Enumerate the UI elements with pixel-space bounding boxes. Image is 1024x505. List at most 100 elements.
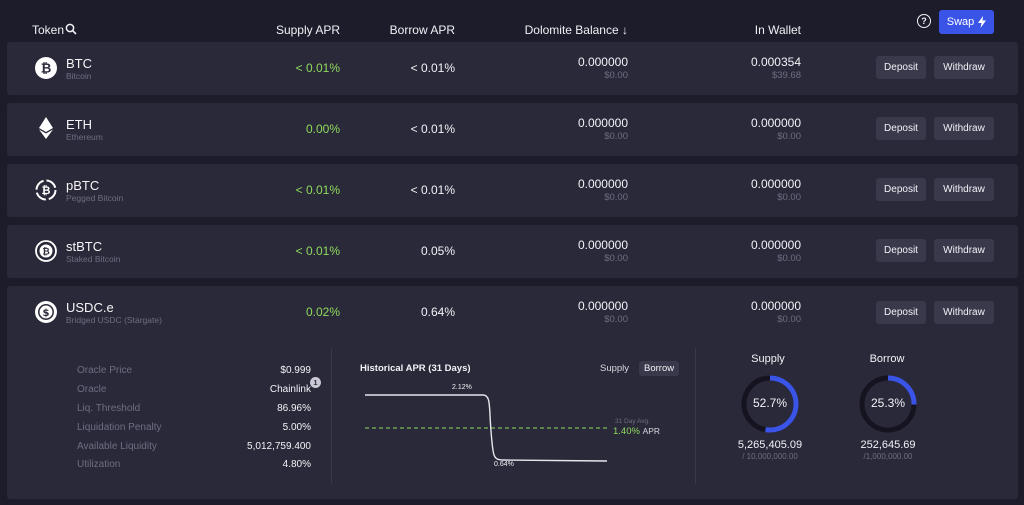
token-row-usdce-expanded[interactable]: $ USDC.e Bridged USDC (Stargate) 0.02% 0…	[7, 286, 1018, 499]
svg-text:$: $	[43, 308, 50, 319]
supply-cap: / 10,000,000.00	[742, 452, 798, 461]
token-name: Ethereum	[66, 132, 103, 142]
deposit-button[interactable]: Deposit	[876, 56, 926, 79]
dolomite-balance: 0.000000	[577, 55, 628, 69]
detail-value-utilization: 4.80%	[282, 459, 311, 470]
deposit-button[interactable]: Deposit	[876, 178, 926, 201]
dolomite-balance-usd: $0.00	[604, 70, 628, 81]
swap-label: Swap	[946, 16, 975, 28]
wallet-balance: 0.000000	[750, 116, 801, 130]
token-symbol: stBTC	[66, 239, 103, 254]
wallet-balance: 0.000354	[750, 55, 801, 69]
detail-label-oracle: Oracle	[77, 384, 107, 395]
supply-toggle[interactable]: Supply	[600, 363, 630, 374]
ethereum-icon	[39, 117, 53, 139]
average-value: 1.40% APR	[613, 426, 660, 437]
swap-button[interactable]: Swap	[939, 10, 994, 34]
dolomite-balance-header[interactable]: Dolomite Balance ↓	[524, 23, 628, 37]
borrow-apr: < 0.01%	[410, 183, 455, 197]
deposit-button[interactable]: Deposit	[876, 239, 926, 262]
dolomite-balance-usd: $0.00	[604, 192, 628, 203]
chart-title: Historical APR (31 Days)	[360, 363, 471, 374]
detail-value-available-liquidity: 5,012,759.400	[247, 441, 311, 452]
token-row-eth[interactable]: ETH Ethereum 0.00% < 0.01% 0.000000 $0.0…	[7, 103, 1018, 156]
average-apr-value: 1.40%	[613, 426, 640, 437]
dolomite-balance: 0.000000	[577, 238, 628, 252]
supply-gauge-title: Supply	[751, 353, 785, 365]
supply-apr: 0.00%	[305, 122, 340, 136]
token-name: Pegged Bitcoin	[66, 193, 124, 203]
detail-label-utilization: Utilization	[77, 459, 121, 470]
search-icon[interactable]	[65, 23, 77, 35]
oracle-info-badge[interactable]: 1	[310, 377, 321, 388]
average-apr-unit: APR	[642, 426, 661, 436]
bitcoin-icon: ₿	[35, 57, 57, 79]
dolomite-balance: 0.000000	[577, 299, 628, 313]
token-row-stbtc[interactable]: ₿ stBTC Staked Bitcoin < 0.01% 0.05% 0.0…	[7, 225, 1018, 278]
borrow-apr-header[interactable]: Borrow APR	[389, 23, 455, 37]
withdraw-button[interactable]: Withdraw	[934, 178, 994, 201]
dolomite-balance: 0.000000	[577, 177, 628, 191]
svg-text:₿: ₿	[41, 62, 52, 77]
detail-label-available-liquidity: Available Liquidity	[77, 441, 157, 452]
token-header[interactable]: Token	[32, 23, 65, 37]
high-value-label: 2.12%	[452, 384, 472, 391]
supply-amount: 5,265,405.09	[737, 439, 803, 451]
borrow-gauge-arc	[859, 375, 917, 433]
token-name: Staked Bitcoin	[66, 254, 121, 264]
supply-apr: 0.02%	[305, 305, 340, 319]
dolomite-balance: 0.000000	[577, 116, 628, 130]
divider	[695, 348, 696, 484]
staked-bitcoin-icon: ₿	[35, 240, 57, 262]
token-symbol: USDC.e	[66, 300, 114, 315]
detail-value-liq-threshold: 86.96%	[277, 403, 311, 414]
usdc-icon: $	[35, 301, 57, 323]
token-symbol: ETH	[66, 117, 92, 132]
detail-value-oracle[interactable]: Chainlink	[269, 384, 311, 395]
borrow-cap: /1,000,000.00	[863, 452, 913, 461]
detail-label-liq-threshold: Liq. Threshold	[77, 403, 141, 414]
withdraw-button[interactable]: Withdraw	[934, 56, 994, 79]
in-wallet-header[interactable]: In Wallet	[754, 23, 801, 37]
token-name: Bridged USDC (Stargate)	[66, 315, 162, 325]
token-row-btc[interactable]: ₿ BTC Bitcoin < 0.01% < 0.01% 0.000000 $…	[7, 42, 1018, 95]
pegged-bitcoin-icon: ₿	[35, 179, 57, 201]
wallet-balance: 0.000000	[750, 177, 801, 191]
borrow-apr: 0.64%	[420, 305, 455, 319]
help-icon[interactable]: ?	[917, 14, 931, 28]
dolomite-balance-usd: $0.00	[604, 314, 628, 325]
wallet-balance-usd: $39.68	[771, 70, 801, 81]
detail-value-liquidation-penalty: 5.00%	[282, 422, 311, 433]
svg-text:₿: ₿	[42, 247, 49, 258]
withdraw-button[interactable]: Withdraw	[934, 239, 994, 262]
svg-text:₿: ₿	[42, 184, 51, 197]
detail-value-oracle-price: $0.999	[280, 365, 311, 376]
supply-gauge	[741, 375, 799, 433]
wallet-balance-usd: $0.00	[777, 314, 801, 325]
supply-apr-header[interactable]: Supply APR	[275, 23, 340, 37]
detail-label-liquidation-penalty: Liquidation Penalty	[77, 422, 162, 433]
borrow-gauge-title: Borrow	[869, 353, 905, 365]
token-name: Bitcoin	[66, 71, 92, 81]
borrow-gauge	[859, 375, 917, 433]
withdraw-button[interactable]: Withdraw	[934, 117, 994, 140]
borrow-gauge-percent: 25.3%	[870, 396, 906, 410]
supply-gauge-percent: 52.7%	[752, 396, 788, 410]
token-symbol: BTC	[66, 56, 92, 71]
dolomite-balance-usd: $0.00	[604, 131, 628, 142]
deposit-button[interactable]: Deposit	[876, 301, 926, 324]
borrow-apr: < 0.01%	[410, 122, 455, 136]
deposit-button[interactable]: Deposit	[876, 117, 926, 140]
borrow-apr: < 0.01%	[410, 61, 455, 75]
wallet-balance: 0.000000	[750, 238, 801, 252]
detail-label-oracle-price: Oracle Price	[77, 365, 133, 376]
wallet-balance-usd: $0.00	[777, 131, 801, 142]
borrow-toggle[interactable]: Borrow	[639, 361, 680, 376]
wallet-balance-usd: $0.00	[777, 192, 801, 203]
borrow-apr: 0.05%	[420, 244, 455, 258]
wallet-balance: 0.000000	[750, 299, 801, 313]
historical-apr-chart	[365, 394, 609, 462]
withdraw-button[interactable]: Withdraw	[934, 301, 994, 324]
average-caption: 31 Day Avg.	[615, 418, 650, 425]
token-row-pbtc[interactable]: ₿ pBTC Pegged Bitcoin < 0.01% < 0.01% 0.…	[7, 164, 1018, 217]
